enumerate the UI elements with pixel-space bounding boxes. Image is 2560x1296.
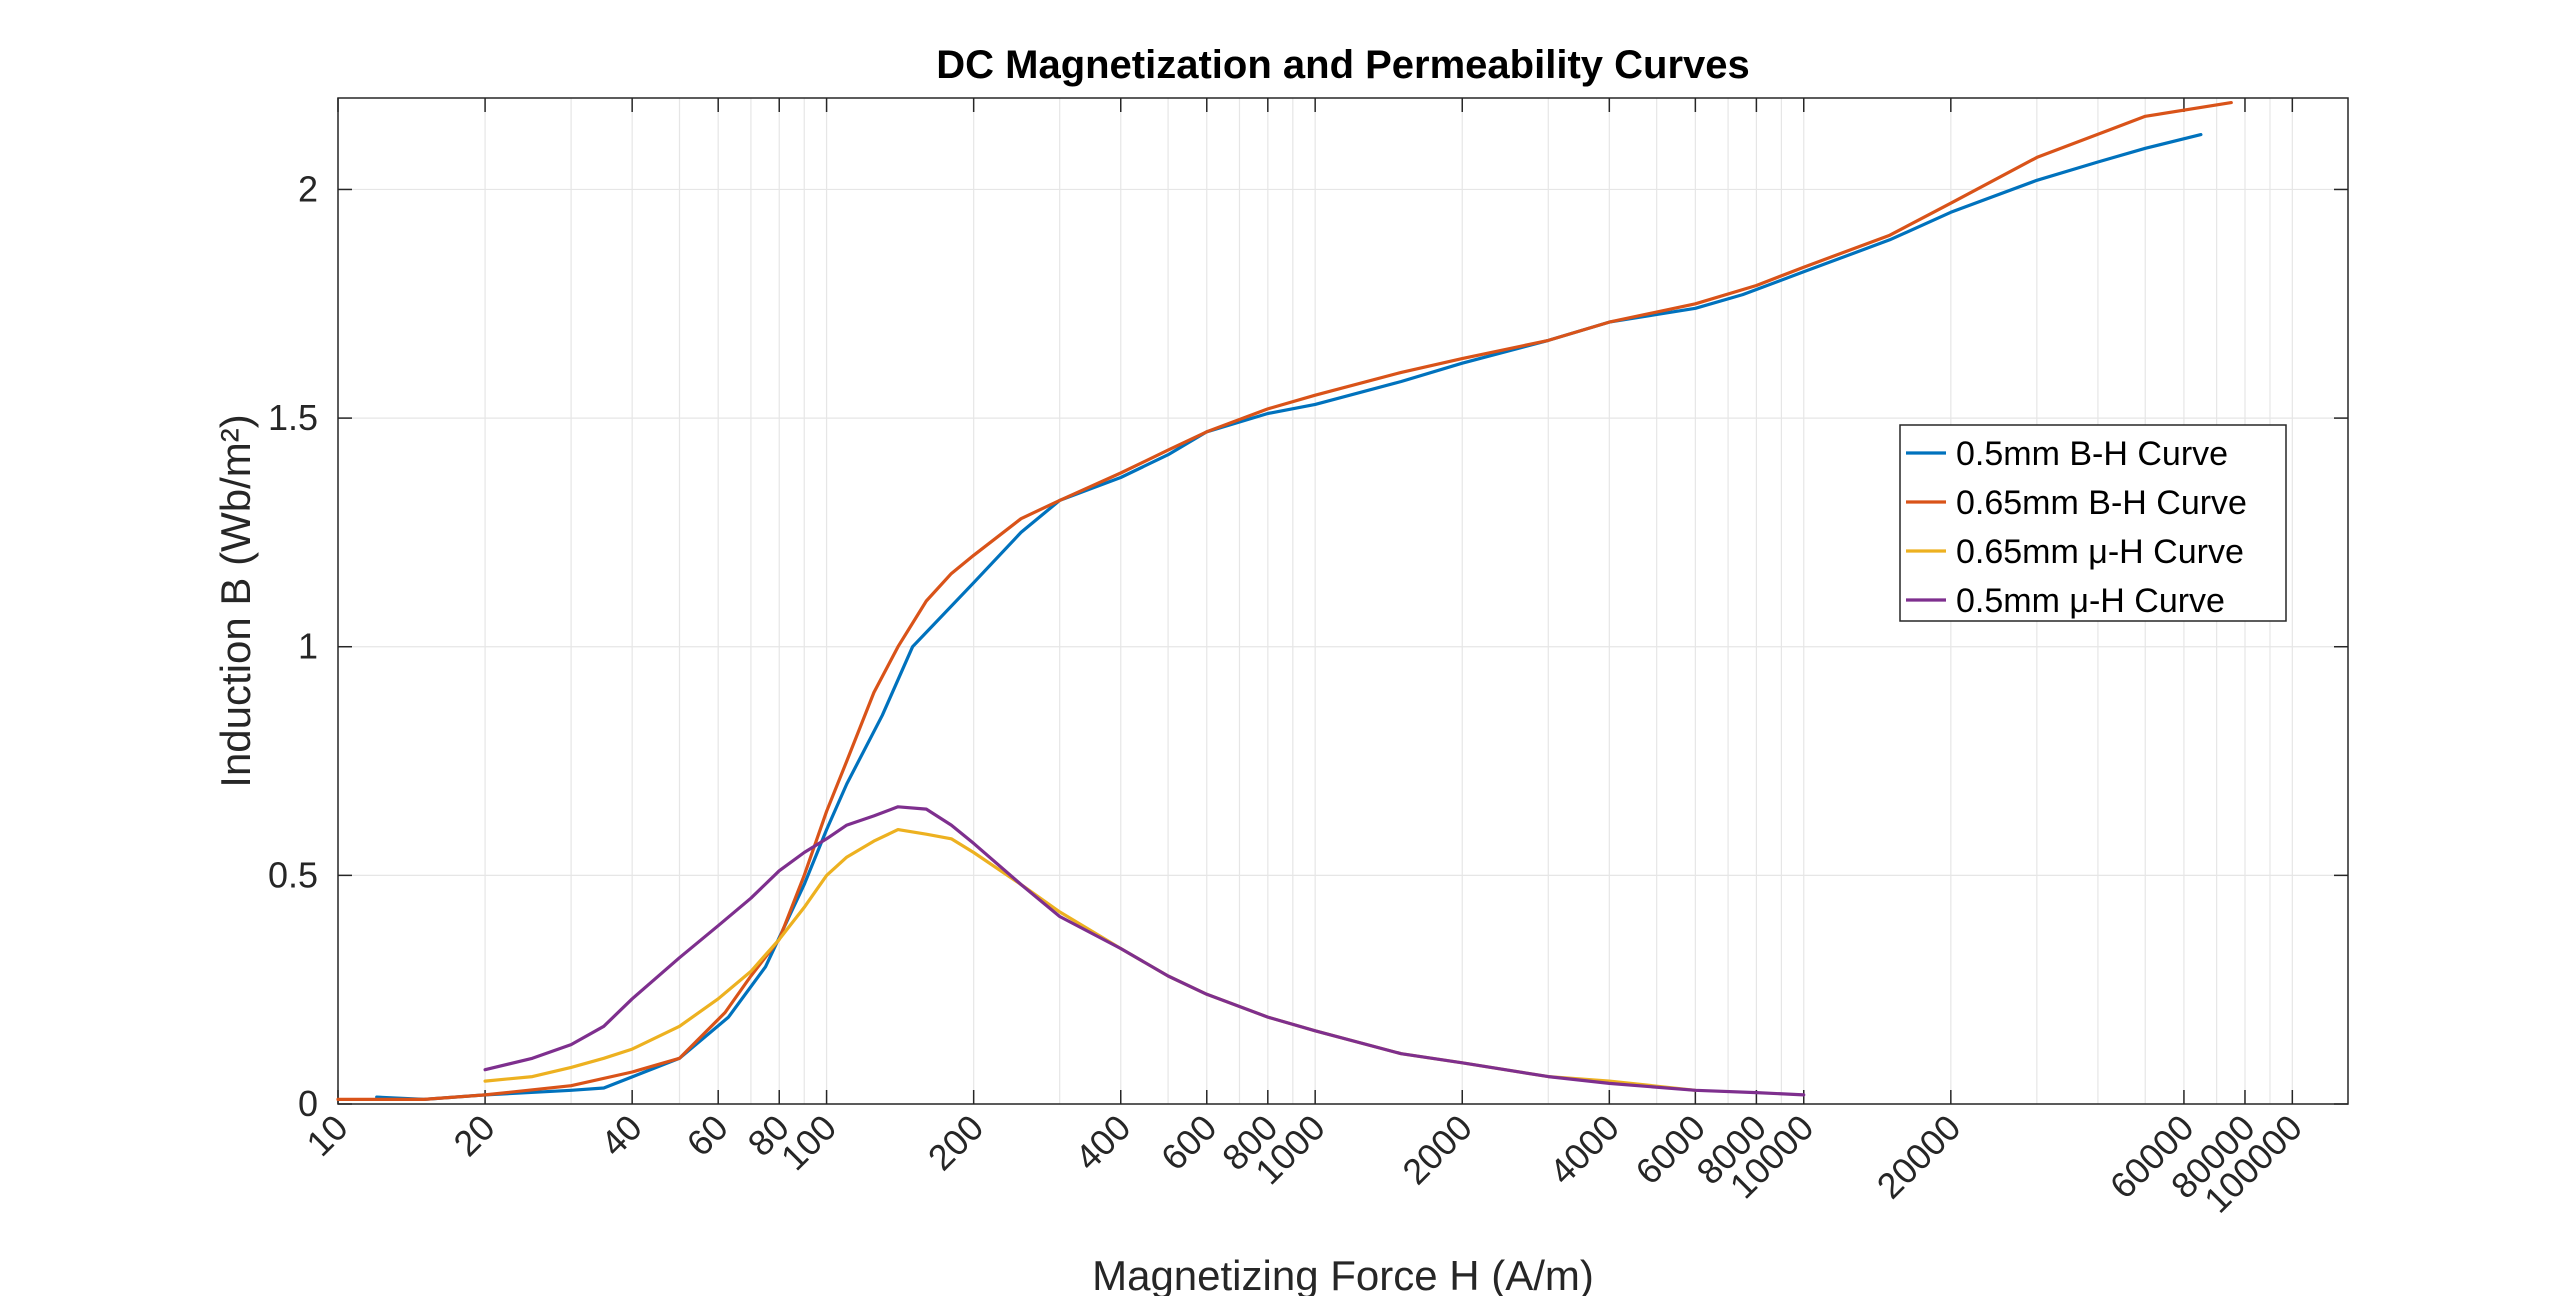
chart-title: DC Magnetization and Permeability Curves	[936, 43, 1750, 87]
y-tick-label: 0.5	[268, 854, 318, 895]
y-tick-label: 1	[298, 626, 318, 667]
legend: 0.5mm B-H Curve 0.65mm B-H Curve 0.65mm μ-…	[1899, 424, 2287, 622]
y-axis-label: Induction B (Wb/m²)	[212, 414, 259, 787]
y-tick-label: 0	[298, 1083, 318, 1124]
y-tick-label: 2	[298, 168, 318, 209]
legend-label: 0.5mm μ-H Curve	[1956, 582, 2225, 620]
series-line-2	[336, 100, 2233, 1102]
series-line-1	[375, 133, 2203, 1102]
y-tick-label: 1.5	[268, 397, 318, 438]
series	[336, 100, 2233, 1102]
legend-label: 0.65mm μ-H Curve	[1956, 533, 2244, 571]
plot-area	[337, 97, 2349, 1105]
series-line-4	[483, 805, 1806, 1097]
legend-box	[1899, 424, 2287, 622]
legend-label: 0.5mm B-H Curve	[1956, 435, 2228, 473]
legend-label: 0.65mm B-H Curve	[1956, 484, 2247, 522]
x-axis-label: Magnetizing Force H (A/m)	[1092, 1252, 1594, 1296]
